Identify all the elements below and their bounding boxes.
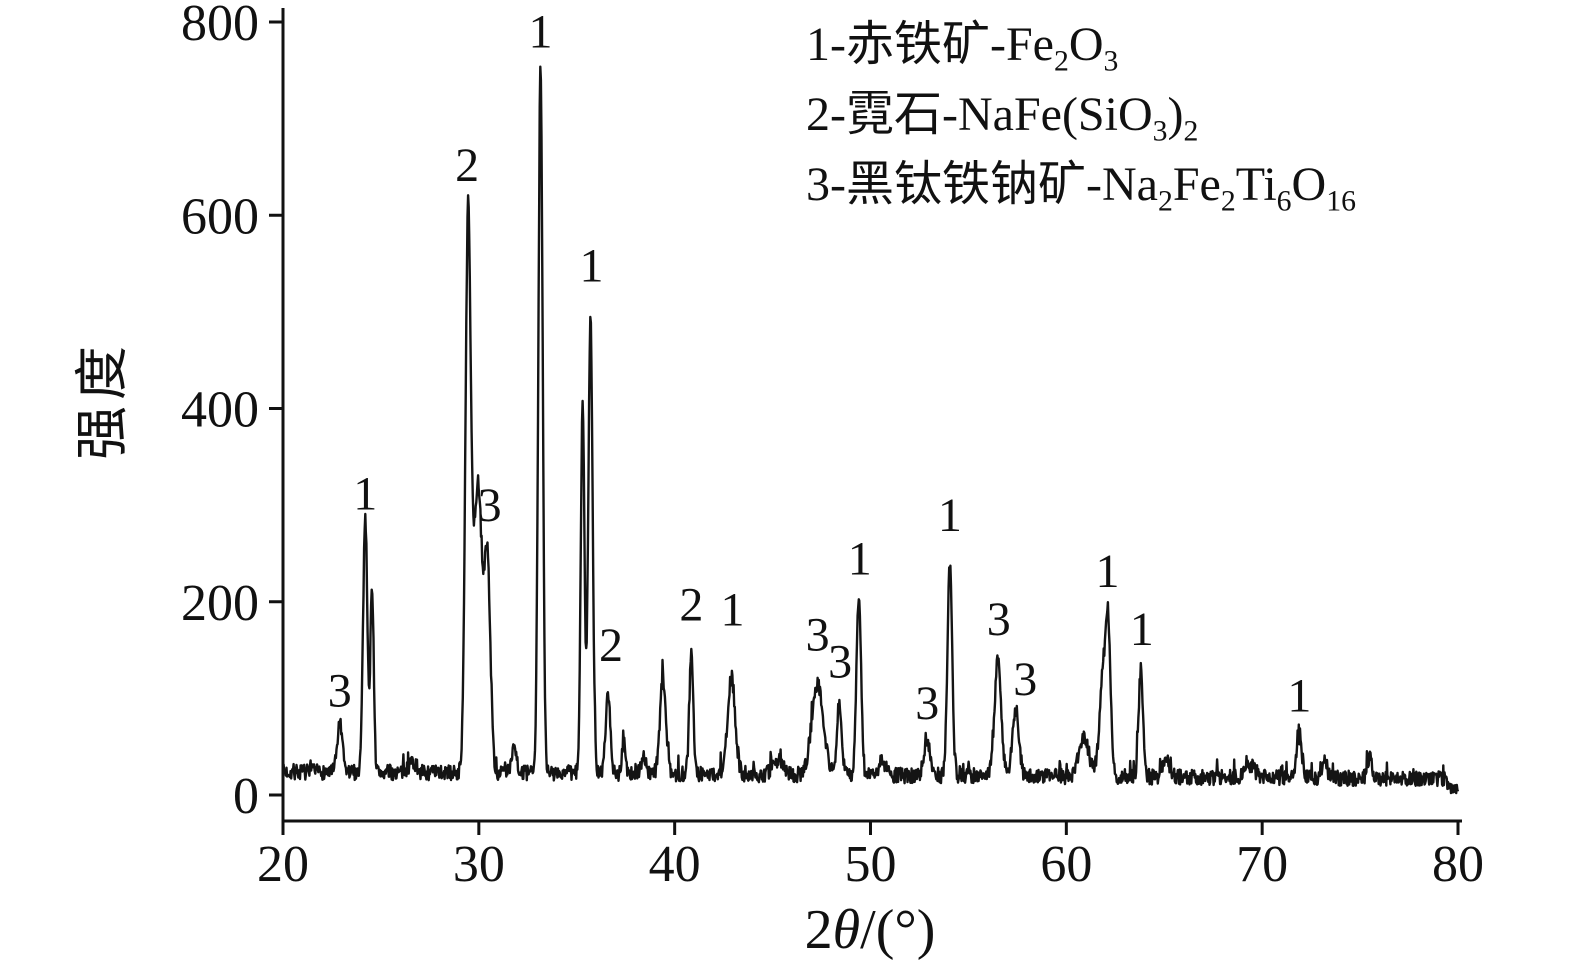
y-tick-label: 600 bbox=[181, 188, 259, 245]
x-tick-label: 70 bbox=[1236, 836, 1288, 893]
x-tick-label: 50 bbox=[845, 836, 897, 893]
x-tick-label: 30 bbox=[453, 836, 505, 893]
peak-label: 2 bbox=[599, 619, 623, 672]
peak-label: 3 bbox=[1013, 653, 1037, 706]
peak-label: 3 bbox=[328, 665, 352, 718]
x-tick-label: 20 bbox=[257, 836, 309, 893]
peak-label: 1 bbox=[938, 489, 962, 542]
peak-label: 1 bbox=[720, 583, 744, 636]
peak-label: 1 bbox=[1095, 545, 1119, 598]
peak-label: 1 bbox=[529, 6, 553, 59]
legend-entry: 3-黑钛铁钠矿-Na2Fe2Ti6O16 bbox=[806, 158, 1356, 218]
peak-label: 1 bbox=[579, 239, 603, 292]
y-axis-label: 强度 bbox=[72, 340, 133, 460]
peak-label: 3 bbox=[478, 479, 502, 532]
xrd-trace bbox=[281, 65, 1460, 795]
peak-label: 1 bbox=[848, 532, 872, 585]
legend-entry: 2-霓石-NaFe(SiO3)2 bbox=[806, 88, 1199, 148]
peak-label: 1 bbox=[353, 468, 377, 521]
peak-label: 1 bbox=[1287, 669, 1311, 722]
y-tick-label: 200 bbox=[181, 575, 259, 632]
y-tick-label: 400 bbox=[181, 382, 259, 439]
peak-label: 3 bbox=[987, 593, 1011, 646]
x-tick-label: 80 bbox=[1432, 836, 1484, 893]
x-tick-label: 40 bbox=[649, 836, 701, 893]
legend-entry: 1-赤铁矿-Fe2O3 bbox=[806, 18, 1119, 78]
peak-label: 2 bbox=[679, 579, 703, 632]
peak-label: 2 bbox=[455, 139, 479, 192]
legend: 1-赤铁矿-Fe2O3 2-霓石-NaFe(SiO3)2 3-黑钛铁钠矿-Na2Fe… bbox=[806, 10, 1356, 220]
peak-label: 3 bbox=[915, 677, 939, 730]
peak-label: 3 bbox=[806, 609, 830, 662]
peak-label: 1 bbox=[1130, 603, 1154, 656]
y-tick-label: 0 bbox=[233, 768, 259, 825]
x-tick-label: 60 bbox=[1040, 836, 1092, 893]
peak-label: 3 bbox=[828, 636, 852, 689]
y-tick-label: 800 bbox=[181, 0, 259, 52]
x-axis-label: 2θ/(°) bbox=[804, 899, 936, 961]
